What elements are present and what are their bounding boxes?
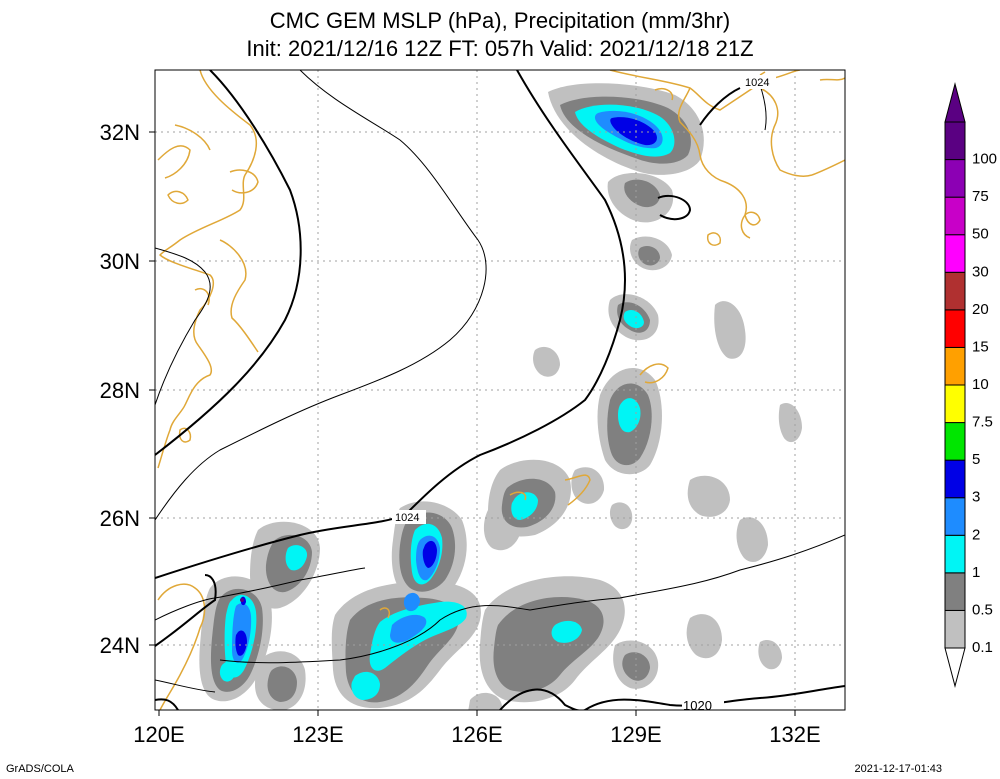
colorbar-label: 5 xyxy=(972,451,980,468)
y-tick-label: 30N xyxy=(100,249,140,274)
colorbar-swatch xyxy=(944,384,966,424)
colorbar-swatch xyxy=(944,121,966,161)
colorbar-label: 15 xyxy=(972,338,989,355)
isobar-label-1020: 1020 xyxy=(683,698,712,713)
colorbar-label: 10 xyxy=(972,376,989,393)
map-area: 1024 1024 1020 xyxy=(155,70,845,713)
isobar-label-1024-north: 1024 xyxy=(745,77,769,89)
x-tick-label: 129E xyxy=(610,722,661,747)
colorbar-label: 0.1 xyxy=(972,639,993,656)
isobar-label-1024-south: 1024 xyxy=(395,512,419,524)
colorbar-swatch xyxy=(944,572,966,611)
colorbar-label: 3 xyxy=(972,489,980,506)
x-tick-label: 132E xyxy=(769,722,820,747)
colorbar-label: 100 xyxy=(972,151,997,168)
x-axis-labels: 120E 123E 126E 129E 132E xyxy=(133,722,820,747)
y-tick-label: 24N xyxy=(100,633,140,658)
y-tick-label: 32N xyxy=(100,120,140,145)
colorbar-swatch xyxy=(944,609,966,649)
x-tick-label: 123E xyxy=(292,722,343,747)
x-tick-label: 126E xyxy=(451,722,502,747)
y-tick-label: 26N xyxy=(100,506,140,531)
colorbar-swatch xyxy=(944,534,966,574)
colorbar-swatch xyxy=(944,196,966,236)
map-title: CMC GEM MSLP (hPa), Precipitation (mm/3h… xyxy=(269,8,731,33)
map-subtitle: Init: 2021/12/16 12Z FT: 057h Valid: 202… xyxy=(246,36,754,61)
gridlines xyxy=(155,70,845,710)
colorbar-label: 2 xyxy=(972,526,980,543)
colorbar-swatch xyxy=(944,309,966,348)
precip-level-5plus xyxy=(240,598,244,602)
colorbar-swatch xyxy=(944,497,966,536)
colorbar-label: 50 xyxy=(972,226,989,243)
colorbar-label: 1 xyxy=(972,564,980,581)
axis-ticks xyxy=(149,131,796,716)
colorbar-swatch xyxy=(944,346,966,386)
colorbar-label: 7.5 xyxy=(972,414,993,431)
colorbar-label: 75 xyxy=(972,188,989,205)
colorbar-swatch xyxy=(944,159,966,198)
colorbar-swatch xyxy=(944,234,966,273)
isobars xyxy=(155,70,845,710)
coastlines xyxy=(157,70,845,710)
footer-timestamp: 2021-12-17-01:43 xyxy=(854,763,942,775)
colorbar-label: 20 xyxy=(972,301,989,318)
colorbar-swatch xyxy=(944,271,966,311)
precip-level-3 xyxy=(235,117,657,656)
colorbar-label: 0.5 xyxy=(972,601,993,618)
colorbar: 0.1 0.5 1 2 3 5 7.5 10 15 20 30 50 75 100 xyxy=(944,82,997,688)
isobar-labels: 1024 1024 1020 xyxy=(392,75,776,713)
x-tick-label: 120E xyxy=(133,722,184,747)
colorbar-under-triangle xyxy=(944,647,966,688)
y-axis-labels: 24N 26N 28N 30N 32N xyxy=(100,120,140,658)
colorbar-swatch xyxy=(944,422,966,461)
colorbar-swatch xyxy=(944,459,966,499)
colorbar-label: 30 xyxy=(972,263,989,280)
footer-credit: GrADS/COLA xyxy=(6,763,74,775)
colorbar-over-triangle xyxy=(944,82,966,123)
y-tick-label: 28N xyxy=(100,378,140,403)
